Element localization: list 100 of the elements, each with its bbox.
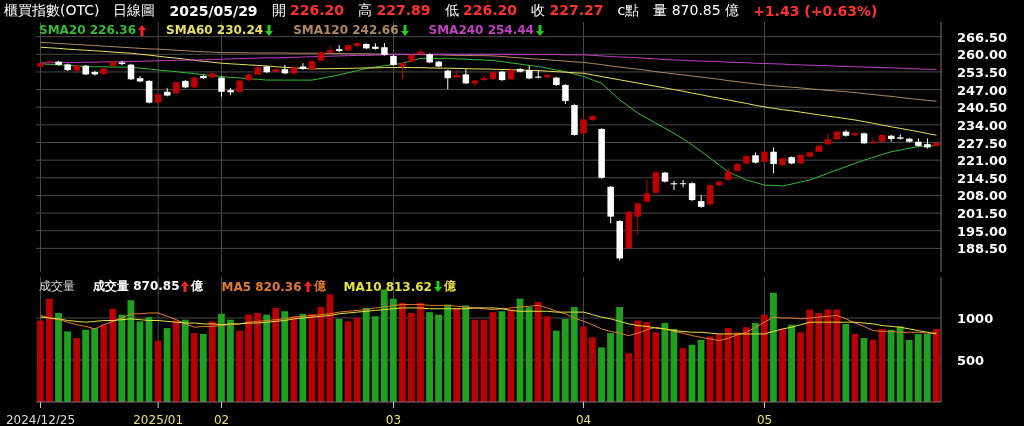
series-label: MA10 813.62 億 [343, 278, 456, 295]
bar [932, 328, 940, 402]
text: 日線圖 [113, 2, 156, 20]
bar [724, 328, 732, 402]
bar [299, 313, 307, 402]
y-tick-label: 260.00 [957, 47, 1008, 63]
candlestick [562, 83, 569, 105]
line-series [40, 46, 937, 136]
candlestick [643, 179, 651, 204]
bar [453, 307, 461, 402]
y-tick-label: 266.50 [957, 29, 1008, 45]
y-tick-label: 221.00 [957, 153, 1008, 169]
chart-title: 櫃買指數(OTC) [4, 2, 100, 20]
bar [770, 292, 777, 402]
series-label: 成交量 870.85 億 [93, 278, 204, 295]
candlestick [688, 181, 696, 202]
bar [715, 333, 723, 402]
x-tick-label: 04 [575, 413, 592, 426]
y-tick-label: 214.50 [957, 170, 1008, 186]
bar [82, 329, 90, 402]
bar [272, 307, 280, 402]
text: 高 227.89 [358, 2, 431, 20]
bar [751, 323, 759, 402]
bar [290, 316, 298, 402]
text: 量 870.85 億 [653, 2, 740, 20]
candlestick [824, 132, 832, 146]
bar [73, 338, 80, 402]
bar [797, 332, 804, 402]
bar [263, 314, 271, 402]
bar [118, 314, 126, 402]
bar [779, 328, 786, 402]
bar [923, 333, 931, 402]
bar [417, 302, 424, 402]
x-tick-label: 02 [213, 413, 230, 426]
bar [607, 333, 614, 402]
bar [552, 330, 560, 402]
bar [761, 314, 768, 402]
x-tick-label: 05 [756, 413, 773, 426]
bar [227, 319, 234, 402]
bar [570, 307, 578, 402]
y-tick-label: 240.50 [957, 100, 1008, 116]
bar [788, 324, 795, 402]
y-tick-label: 253.50 [957, 64, 1008, 80]
bar [589, 337, 596, 402]
text: 收 227.27 [531, 2, 604, 20]
bar [190, 333, 198, 402]
line-series [40, 307, 937, 335]
y-tick-label: 208.00 [957, 188, 1008, 204]
bar [64, 331, 71, 402]
bar [218, 313, 225, 402]
text: 2025/05/29 [169, 3, 258, 19]
x-tick-label: 03 [385, 413, 402, 426]
bar [543, 316, 551, 402]
bar [371, 316, 379, 402]
bar [109, 308, 117, 402]
candlestick [706, 183, 714, 206]
chart-title: 成交量 [39, 278, 75, 295]
bar [616, 307, 623, 402]
y-tick-label: 195.00 [957, 223, 1008, 239]
candlestick [480, 74, 488, 82]
bar [55, 312, 62, 402]
bar [399, 302, 406, 402]
bar [561, 318, 569, 402]
bar [598, 347, 605, 402]
bar [362, 307, 370, 402]
bar [389, 298, 397, 402]
candlestick [770, 146, 777, 174]
bar [408, 312, 415, 402]
candlestick [634, 202, 642, 236]
candlestick [218, 76, 225, 98]
candlestick [851, 131, 859, 137]
bar [91, 328, 99, 402]
bar [534, 302, 542, 402]
y-tick-label: 201.50 [957, 206, 1008, 222]
bar [643, 322, 651, 402]
bar [806, 309, 814, 402]
text: +1.43 (+0.63%) [753, 3, 878, 19]
y-tick-label: 234.00 [957, 117, 1008, 133]
bar [896, 326, 904, 402]
bar [444, 304, 452, 402]
bar [380, 289, 388, 402]
bar [37, 320, 44, 402]
y-tick-label: 500 [957, 353, 985, 368]
text: 低 226.20 [444, 2, 518, 20]
candlestick [118, 60, 126, 66]
bar [833, 309, 841, 402]
bar [625, 353, 633, 402]
bar [46, 298, 53, 402]
text: c點 [617, 2, 640, 20]
bar [471, 319, 479, 402]
y-tick-label: 227.50 [957, 135, 1008, 151]
text: SMA20 226.36 [39, 23, 137, 37]
y-tick-label: 1000 [957, 310, 994, 326]
bar [905, 339, 913, 402]
y-tick-label: 247.00 [957, 82, 1008, 98]
bar [842, 323, 850, 402]
bar [353, 317, 361, 402]
bar [462, 305, 470, 402]
bar [245, 314, 252, 402]
series-label: SMA240 254.44 [428, 23, 534, 37]
